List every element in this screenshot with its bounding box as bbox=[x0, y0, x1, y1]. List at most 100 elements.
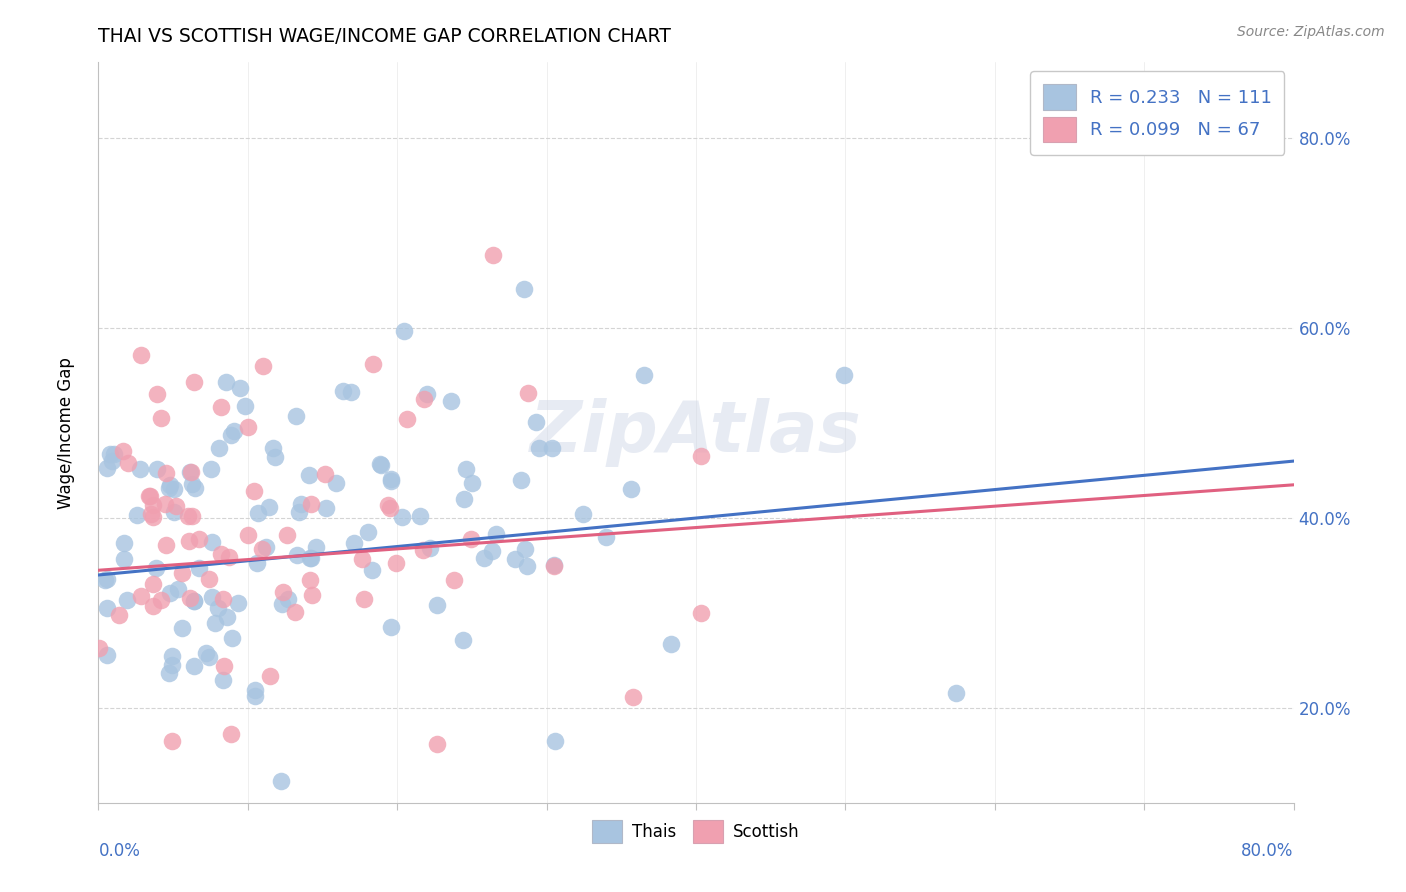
Point bbox=[277, 591, 299, 606]
Point bbox=[544, 734, 567, 748]
Point bbox=[339, 385, 361, 400]
Point bbox=[217, 610, 239, 624]
Point bbox=[380, 500, 402, 515]
Point bbox=[440, 394, 463, 409]
Point bbox=[131, 589, 153, 603]
Point bbox=[380, 474, 402, 488]
Point bbox=[201, 590, 224, 604]
Point bbox=[93, 574, 115, 588]
Point bbox=[513, 542, 536, 557]
Point bbox=[512, 282, 534, 296]
Point bbox=[451, 632, 474, 647]
Point bbox=[167, 582, 190, 596]
Point bbox=[219, 428, 242, 442]
Point bbox=[236, 420, 259, 434]
Point bbox=[368, 458, 391, 472]
Point bbox=[159, 478, 181, 492]
Point bbox=[301, 497, 323, 511]
Point bbox=[271, 585, 294, 599]
Point bbox=[453, 492, 475, 507]
Point bbox=[146, 387, 169, 401]
Point bbox=[259, 500, 281, 514]
Point bbox=[461, 475, 484, 490]
Point bbox=[541, 441, 564, 455]
Point bbox=[179, 591, 201, 605]
Point bbox=[209, 547, 232, 561]
Point bbox=[264, 450, 287, 464]
Point bbox=[221, 631, 243, 645]
Point bbox=[236, 528, 259, 542]
Point bbox=[290, 497, 312, 511]
Point bbox=[543, 559, 565, 574]
Legend: Thais, Scottish: Thais, Scottish bbox=[585, 814, 807, 850]
Point bbox=[392, 324, 415, 338]
Point bbox=[146, 462, 169, 476]
Point bbox=[218, 549, 240, 564]
Point bbox=[219, 727, 242, 741]
Point bbox=[89, 640, 111, 655]
Point bbox=[188, 532, 211, 546]
Point bbox=[215, 376, 238, 390]
Point bbox=[314, 467, 336, 482]
Point bbox=[96, 460, 118, 475]
Point bbox=[96, 572, 118, 586]
Point bbox=[150, 411, 173, 425]
Point bbox=[96, 648, 118, 662]
Point bbox=[246, 556, 269, 570]
Point bbox=[254, 540, 277, 554]
Text: ZipAtlas: ZipAtlas bbox=[530, 398, 862, 467]
Point bbox=[96, 600, 118, 615]
Point bbox=[229, 380, 252, 394]
Point bbox=[252, 359, 274, 374]
Point bbox=[391, 509, 413, 524]
Point bbox=[170, 566, 193, 580]
Point bbox=[425, 737, 447, 751]
Point bbox=[620, 482, 643, 496]
Point bbox=[142, 577, 165, 591]
Point bbox=[481, 544, 503, 558]
Point bbox=[259, 668, 281, 682]
Point bbox=[142, 599, 165, 613]
Text: 0.0%: 0.0% bbox=[98, 842, 141, 860]
Point bbox=[633, 368, 655, 382]
Point bbox=[98, 447, 121, 461]
Point bbox=[472, 551, 495, 566]
Point bbox=[179, 533, 201, 548]
Point bbox=[270, 773, 292, 788]
Point bbox=[385, 556, 408, 570]
Point bbox=[139, 507, 162, 521]
Point bbox=[117, 456, 139, 470]
Point bbox=[332, 384, 354, 398]
Point bbox=[416, 387, 439, 401]
Point bbox=[103, 446, 125, 460]
Point bbox=[301, 588, 323, 602]
Point bbox=[180, 509, 202, 524]
Point bbox=[945, 686, 967, 700]
Point bbox=[183, 593, 205, 607]
Point bbox=[527, 441, 550, 455]
Point bbox=[212, 673, 235, 687]
Point bbox=[150, 593, 173, 607]
Point bbox=[159, 586, 181, 600]
Point bbox=[179, 465, 201, 479]
Point bbox=[208, 441, 231, 455]
Point bbox=[100, 454, 122, 468]
Point bbox=[201, 535, 224, 549]
Point bbox=[112, 536, 135, 550]
Point bbox=[377, 498, 399, 512]
Point bbox=[142, 498, 165, 512]
Point bbox=[138, 489, 160, 503]
Point bbox=[198, 572, 221, 586]
Point bbox=[380, 472, 402, 486]
Point bbox=[482, 248, 505, 262]
Point bbox=[543, 558, 565, 572]
Point bbox=[460, 533, 482, 547]
Point bbox=[409, 509, 432, 524]
Point bbox=[112, 552, 135, 566]
Point bbox=[180, 465, 202, 479]
Point bbox=[315, 500, 337, 515]
Point bbox=[188, 561, 211, 575]
Point bbox=[659, 637, 682, 651]
Point bbox=[285, 549, 308, 563]
Point bbox=[162, 658, 184, 673]
